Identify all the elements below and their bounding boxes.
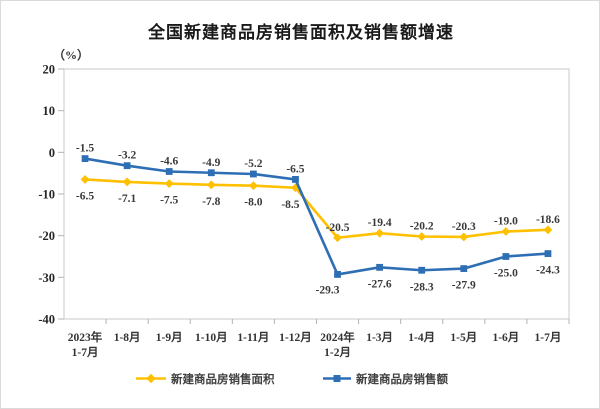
data-point-square bbox=[544, 250, 552, 257]
category-label: 1-12月 bbox=[279, 331, 312, 344]
data-label: -8.5 bbox=[281, 199, 299, 211]
data-point-square bbox=[207, 169, 215, 177]
category-label: 1-7月 bbox=[72, 346, 99, 359]
data-point-square bbox=[123, 162, 131, 170]
data-label: -20.2 bbox=[410, 221, 434, 233]
category-label: 1-6月 bbox=[492, 331, 519, 344]
data-label: -27.9 bbox=[452, 280, 476, 292]
data-point-diamond bbox=[206, 180, 216, 190]
data-label: -25.0 bbox=[494, 268, 518, 280]
data-label: -19.4 bbox=[368, 217, 392, 229]
y-axis-unit-label: （%） bbox=[53, 47, 89, 62]
data-label: -7.1 bbox=[118, 193, 136, 205]
data-point-diamond bbox=[417, 232, 427, 241]
data-point-square bbox=[292, 176, 299, 183]
category-label: 1-3月 bbox=[366, 331, 393, 344]
data-label: -5.2 bbox=[244, 158, 262, 170]
data-point-diamond bbox=[501, 227, 511, 236]
category-label: 1-11月 bbox=[237, 331, 269, 344]
data-label: -20.3 bbox=[452, 221, 476, 233]
legend-marker-sales-amount-square bbox=[333, 375, 341, 382]
data-point-diamond bbox=[459, 232, 469, 242]
data-label: -18.6 bbox=[536, 214, 560, 226]
series-line-sales-amount bbox=[83, 157, 550, 276]
legend-marker-sales-area-diamond bbox=[146, 373, 156, 384]
data-label: -8.0 bbox=[244, 197, 262, 209]
data-point-diamond bbox=[122, 177, 132, 187]
category-label: 1-9月 bbox=[156, 331, 183, 344]
category-label: 1-2月 bbox=[324, 346, 351, 359]
data-label: -24.3 bbox=[536, 265, 560, 277]
y-tick-label: -40 bbox=[38, 313, 55, 327]
data-point-diamond bbox=[80, 175, 90, 184]
legend-label-sales-amount: 新建商品房销售额 bbox=[356, 372, 448, 386]
chart-title: 全国新建商品房销售面积及销售额增速 bbox=[147, 22, 454, 42]
data-point-square bbox=[334, 271, 341, 278]
legend-label-sales-area: 新建商品房销售面积 bbox=[171, 372, 275, 386]
data-label: -7.5 bbox=[160, 195, 178, 207]
data-point-diamond bbox=[375, 228, 385, 238]
category-label: 1-8月 bbox=[114, 331, 141, 344]
data-point-diamond bbox=[164, 179, 174, 188]
data-point-diamond bbox=[333, 233, 342, 243]
data-point-diamond bbox=[543, 225, 553, 235]
data-label: -1.5 bbox=[76, 143, 94, 155]
category-label: 2023年 bbox=[68, 330, 103, 344]
data-label: -6.5 bbox=[76, 190, 94, 202]
y-tick-label: -20 bbox=[38, 229, 55, 243]
y-tick-label: 20 bbox=[43, 63, 56, 77]
data-label: -6.5 bbox=[286, 163, 304, 175]
category-label: 1-5月 bbox=[450, 331, 477, 344]
data-point-square bbox=[165, 168, 173, 175]
data-point-diamond bbox=[248, 181, 258, 191]
data-point-square bbox=[249, 170, 257, 178]
legend: 新建商品房销售面积 新建商品房销售额 bbox=[136, 372, 448, 386]
category-label: 1-7月 bbox=[535, 331, 562, 344]
data-point-square bbox=[460, 265, 468, 272]
data-label: -3.2 bbox=[118, 150, 136, 162]
data-label: -4.9 bbox=[202, 157, 220, 169]
data-label: -19.0 bbox=[494, 216, 518, 228]
y-tick-label: 10 bbox=[43, 104, 56, 118]
category-label: 1-4月 bbox=[408, 331, 435, 344]
category-label: 1-10月 bbox=[195, 331, 228, 344]
data-label: -20.5 bbox=[326, 222, 350, 234]
data-point-square bbox=[376, 263, 384, 271]
data-point-square bbox=[502, 253, 510, 260]
plot-area: 20 10 0 -10 -20 -30 -40 2023年 1-7月 1-8月 1-9月 1-10月 1… bbox=[38, 63, 570, 359]
data-label: -27.6 bbox=[368, 278, 392, 290]
y-tick-label: -30 bbox=[38, 271, 55, 285]
y-tick-label: 0 bbox=[49, 146, 55, 160]
data-label: -28.3 bbox=[410, 281, 434, 293]
plot-border bbox=[63, 68, 570, 320]
y-tick-label: -10 bbox=[38, 188, 55, 202]
data-point-square bbox=[418, 266, 426, 274]
data-label: -29.3 bbox=[316, 284, 340, 296]
category-label: 2024年 bbox=[320, 330, 355, 344]
data-point-square bbox=[81, 155, 89, 162]
data-label: -7.8 bbox=[202, 196, 220, 208]
series-line-sales-area bbox=[83, 178, 550, 240]
data-label: -4.6 bbox=[160, 156, 178, 168]
